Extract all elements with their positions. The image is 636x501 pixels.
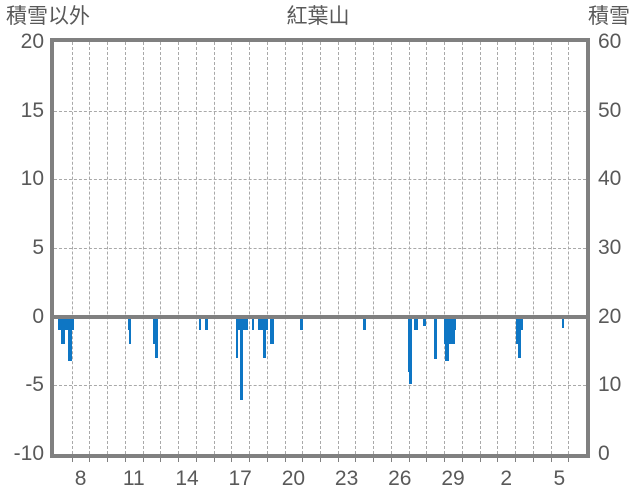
x-axis-tick: [320, 458, 321, 462]
precip-bar: [68, 316, 72, 361]
left-axis-tick-label: 10: [20, 167, 44, 191]
value-gridline: [54, 248, 586, 249]
right-axis-tick-label: 10: [598, 373, 622, 397]
right-axis-tick-label: 20: [598, 304, 622, 328]
precip-bar: [445, 316, 449, 361]
value-gridline: [54, 110, 586, 112]
left-axis-tick-label: 15: [20, 98, 44, 122]
x-axis-tick: [373, 458, 375, 462]
precip-bar: [198, 316, 202, 331]
precip-bar: [61, 316, 65, 345]
precip-bar: [452, 316, 457, 331]
x-axis-tick-label: 11: [122, 467, 145, 490]
precip-bar: [299, 316, 303, 331]
precip-bar: [423, 316, 426, 327]
x-axis-tick: [355, 458, 357, 462]
x-axis-tick: [461, 458, 463, 462]
x-axis-tick: [89, 458, 91, 462]
precip-bar: [251, 316, 255, 331]
precip-bar: [517, 316, 521, 358]
x-axis-tick: [550, 458, 552, 462]
precip-bar: [262, 316, 266, 358]
right-axis-tick-label: 50: [598, 98, 622, 122]
x-axis-tick-label: 14: [175, 467, 199, 490]
left-axis-tick-label: 20: [20, 30, 44, 53]
x-axis-tick-label: 23: [334, 467, 359, 490]
x-axis-tick: [231, 458, 233, 462]
x-axis-tick-label: 2: [500, 467, 513, 490]
chart-title: 紅葉山: [286, 5, 350, 28]
left-axis-title: 積雪以外: [6, 5, 90, 28]
left-axis-tick-label: -5: [25, 373, 44, 397]
right-axis-tick-label: 40: [598, 167, 622, 191]
value-gridline: [54, 179, 586, 181]
right-axis-tick-label: 30: [598, 236, 622, 259]
precip-bar: [561, 316, 565, 328]
plot-area: [54, 42, 586, 454]
x-axis-tick: [71, 458, 73, 462]
x-axis-tick: [532, 458, 534, 462]
x-axis-tick: [408, 458, 410, 462]
x-axis-tick: [178, 458, 180, 462]
x-axis-tick: [337, 458, 339, 462]
x-axis-tick-label: 29: [441, 467, 465, 490]
x-axis-tick: [107, 458, 109, 462]
left-axis-tick-label: 5: [32, 236, 44, 259]
x-axis-tick: [213, 458, 215, 462]
x-axis-tick: [568, 458, 570, 462]
x-axis-tick: [195, 458, 197, 462]
precip-bar: [363, 316, 366, 331]
x-axis-tick-label: 5: [553, 467, 566, 490]
x-axis-tick-label: 8: [74, 467, 87, 490]
right-axis-tick-label: 60: [598, 30, 622, 53]
x-axis-tick-label: 26: [388, 467, 412, 490]
left-axis-tick-label: -10: [13, 442, 44, 465]
precip-bar: [444, 316, 455, 345]
x-axis-tick: [124, 458, 126, 462]
precip-bar: [270, 316, 274, 345]
value-gridline: [54, 385, 586, 387]
x-axis-tick: [426, 458, 428, 462]
precip-bar: [240, 316, 243, 401]
x-axis-tick: [444, 458, 446, 462]
x-axis-tick: [515, 458, 517, 462]
x-axis-tick: [479, 458, 481, 462]
precip-bar: [413, 316, 419, 331]
right-axis-title: 積雪: [588, 5, 630, 28]
x-axis-tick: [142, 458, 144, 462]
right-axis-tick-label: 0: [598, 442, 610, 465]
x-axis-tick-label: 20: [281, 467, 306, 490]
zero-line: [54, 314, 586, 319]
x-axis-tick: [160, 458, 162, 462]
precip-bar: [128, 316, 132, 345]
x-axis-tick: [497, 458, 499, 462]
precip-bar: [154, 316, 158, 358]
left-axis-tick-label: 0: [32, 304, 44, 328]
precip-bar: [409, 316, 413, 384]
precip-bar: [204, 316, 208, 331]
precip-bar: [235, 316, 239, 358]
x-axis-tick-label: 17: [228, 467, 252, 490]
x-axis-tick: [284, 458, 286, 462]
x-axis-tick: [249, 458, 251, 462]
precip-bar: [433, 316, 437, 360]
plot-frame: [50, 38, 590, 458]
x-axis-tick: [266, 458, 268, 462]
x-axis-tick: [302, 458, 304, 462]
x-axis-tick: [390, 458, 392, 462]
